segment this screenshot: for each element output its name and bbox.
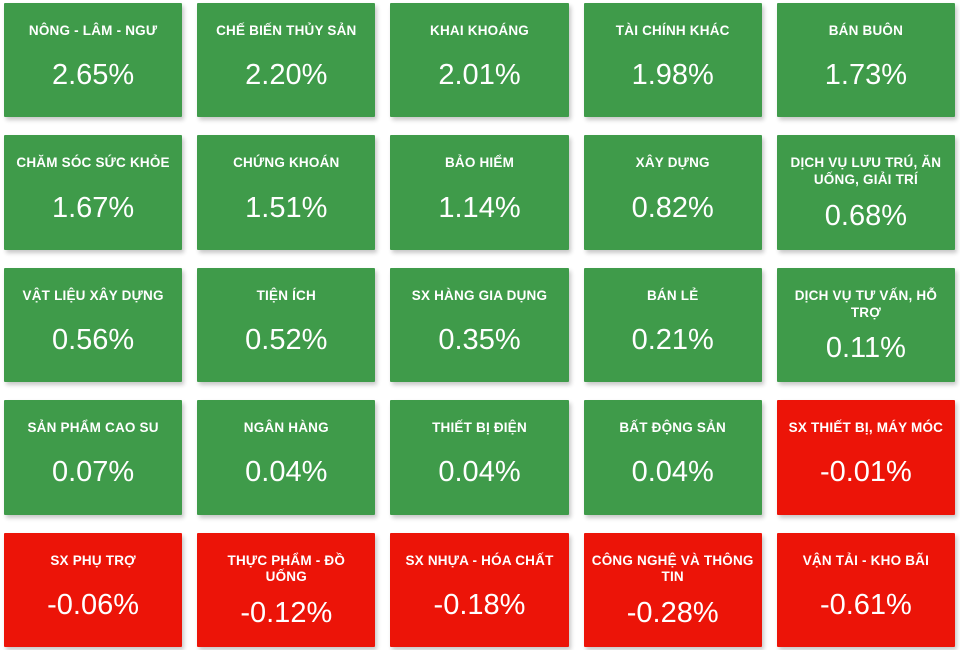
sector-name: THỰC PHẨM - ĐỒ UỐNG xyxy=(227,552,346,585)
sector-change-value: 0.04% xyxy=(245,456,328,489)
sector-tile[interactable]: THỰC PHẨM - ĐỒ UỐNG -0.12% xyxy=(197,532,376,647)
sector-change-value: 1.73% xyxy=(824,59,907,92)
sector-name: CHỨNG KHOÁN xyxy=(233,155,340,171)
sector-tile[interactable]: SX HÀNG GIA DỤNG 0.35% xyxy=(390,267,569,383)
sector-tile[interactable]: SẢN PHẨM CAO SU 0.07% xyxy=(4,400,183,515)
sector-tile[interactable]: CHỨNG KHOÁN 1.51% xyxy=(197,135,376,250)
sector-change-value: -0.61% xyxy=(819,588,912,621)
sector-change-value: 0.04% xyxy=(631,456,714,489)
sector-change-value: 0.52% xyxy=(245,323,328,356)
sector-change-value: 2.20% xyxy=(245,59,328,92)
sector-name: CÔNG NGHỆ VÀ THÔNG TIN xyxy=(591,552,754,585)
sector-name: NÔNG - LÂM - NGƯ xyxy=(28,23,158,38)
sector-tile[interactable]: CÔNG NGHỆ VÀ THÔNG TIN -0.28% xyxy=(583,532,762,647)
sector-name: VẬT LIỆU XÂY DỰNG xyxy=(22,287,164,303)
sector-name: TÀI CHÍNH KHÁC xyxy=(615,23,730,38)
sector-change-value: 0.21% xyxy=(631,323,714,356)
sector-name: NGÂN HÀNG xyxy=(243,420,329,436)
sector-change-value: -0.18% xyxy=(433,588,526,621)
sector-name: SX THIẾT BỊ, MÁY MÓC xyxy=(788,420,944,436)
sector-change-value: -0.12% xyxy=(240,597,333,630)
sector-name: KHAI KHOÁNG xyxy=(430,23,529,38)
sector-change-value: 2.65% xyxy=(51,59,135,92)
sector-name: BẤT ĐỘNG SẢN xyxy=(619,420,727,436)
sector-tile[interactable]: BẢO HIỂM 1.14% xyxy=(390,135,569,250)
sector-name: DỊCH VỤ LƯU TRÚ, ĂN UỐNG, GIẢI TRÍ xyxy=(790,155,942,188)
sector-tile[interactable]: SX PHỤ TRỢ -0.06% xyxy=(4,532,183,647)
sector-tile[interactable]: CHẾ BIẾN THỦY SẢN 2.20% xyxy=(197,3,376,118)
sector-name: THIẾT BỊ ĐIỆN xyxy=(432,420,527,436)
sector-change-value: 0.56% xyxy=(51,323,135,356)
sector-change-value: 0.04% xyxy=(438,456,521,489)
sector-tile[interactable]: TÀI CHÍNH KHÁC 1.98% xyxy=(583,3,762,118)
sector-change-value: 1.14% xyxy=(438,191,521,224)
sector-name: BÁN BUÔN xyxy=(828,23,904,38)
sector-tile[interactable]: VẬT LIỆU XÂY DỰNG 0.56% xyxy=(4,267,183,383)
sector-tile[interactable]: DỊCH VỤ LƯU TRÚ, ĂN UỐNG, GIẢI TRÍ 0.68% xyxy=(776,135,955,250)
sector-tile[interactable]: KHAI KHOÁNG 2.01% xyxy=(390,3,569,118)
sector-name: DỊCH VỤ TƯ VẤN, HỖ TRỢ xyxy=(794,287,938,320)
sector-tile[interactable]: THIẾT BỊ ĐIỆN 0.04% xyxy=(390,400,569,515)
sector-name: XÂY DỰNG xyxy=(635,155,710,171)
sector-name: TIỆN ÍCH xyxy=(256,287,316,303)
sector-tile[interactable]: TIỆN ÍCH 0.52% xyxy=(197,267,376,383)
sector-tile[interactable]: NÔNG - LÂM - NGƯ 2.65% xyxy=(4,3,183,118)
sector-name: BÁN LẺ xyxy=(646,287,699,303)
sector-tile[interactable]: NGÂN HÀNG 0.04% xyxy=(197,400,376,515)
sector-change-value: 2.01% xyxy=(438,59,521,92)
sector-tile[interactable]: BÁN LẺ 0.21% xyxy=(583,267,762,383)
sector-name: SX PHỤ TRỢ xyxy=(50,552,136,568)
sector-change-value: -0.06% xyxy=(47,588,140,621)
sector-name: SẢN PHẨM CAO SU xyxy=(27,420,159,436)
sector-tile[interactable]: SX THIẾT BỊ, MÁY MÓC -0.01% xyxy=(776,400,955,515)
sector-name: CHĂM SÓC SỨC KHỎE xyxy=(16,155,170,171)
sector-change-value: 1.51% xyxy=(245,191,328,224)
sector-tile[interactable]: CHĂM SÓC SỨC KHỎE 1.67% xyxy=(4,135,183,250)
sector-name: BẢO HIỂM xyxy=(444,155,515,171)
sector-change-value: 0.68% xyxy=(824,199,907,232)
sector-tile[interactable]: XÂY DỰNG 0.82% xyxy=(583,135,762,250)
sector-change-value: -0.28% xyxy=(626,597,719,630)
sector-change-value: -0.01% xyxy=(819,456,912,489)
sector-name: CHẾ BIẾN THỦY SẢN xyxy=(216,23,357,38)
sector-change-value: 1.98% xyxy=(631,59,714,92)
sector-tile[interactable]: DỊCH VỤ TƯ VẤN, HỖ TRỢ 0.11% xyxy=(776,267,955,383)
sector-change-value: 1.67% xyxy=(51,191,135,224)
sector-change-value: 0.11% xyxy=(825,332,906,365)
sector-tile[interactable]: BÁN BUÔN 1.73% xyxy=(776,3,955,118)
sector-name: SX NHỰA - HÓA CHẤT xyxy=(405,552,554,568)
sector-name: SX HÀNG GIA DỤNG xyxy=(411,287,548,303)
sector-change-value: 0.35% xyxy=(438,323,521,356)
sector-tile[interactable]: BẤT ĐỘNG SẢN 0.04% xyxy=(583,400,762,515)
sector-change-value: 0.07% xyxy=(51,456,135,489)
sector-change-value: 0.82% xyxy=(631,191,714,224)
sector-tile[interactable]: VẬN TẢI - KHO BÃI -0.61% xyxy=(776,532,955,647)
sector-name: VẬN TẢI - KHO BÃI xyxy=(802,552,930,568)
sector-tile[interactable]: SX NHỰA - HÓA CHẤT -0.18% xyxy=(390,532,569,647)
